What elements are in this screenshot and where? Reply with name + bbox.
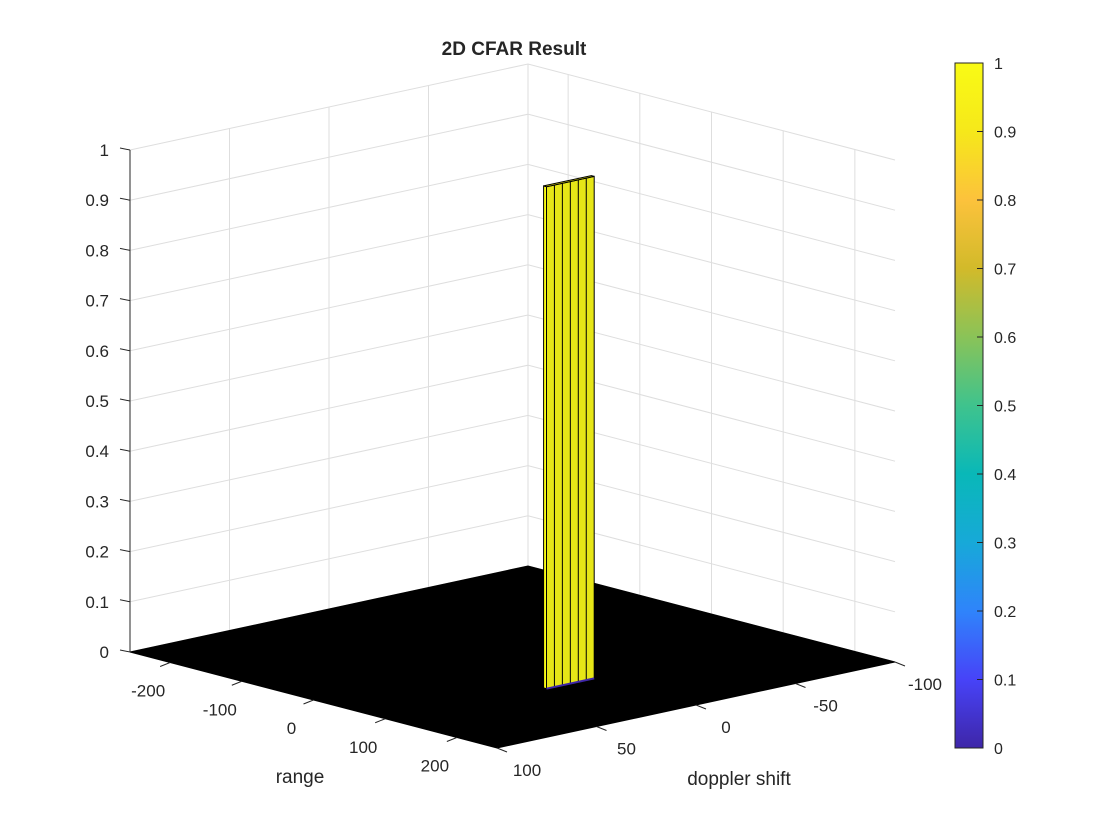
y-tick-label: -50	[813, 697, 838, 716]
floor-layer	[129, 565, 896, 749]
z-tick-mark	[119, 298, 131, 302]
y-tick-mark	[894, 661, 906, 667]
z-grid-line	[129, 63, 896, 161]
z-tick-label: 0.1	[85, 593, 109, 612]
x-tick-label: -100	[203, 700, 237, 719]
z-grid-line	[129, 264, 896, 362]
z-tick-mark	[119, 398, 131, 402]
z-tick-mark	[119, 247, 131, 251]
colorbar-tick-label: 0.9	[994, 125, 1016, 142]
detection-face	[543, 175, 595, 188]
surface-floor	[129, 565, 896, 749]
z-grid-line	[129, 414, 896, 512]
x-tick-label: -200	[131, 682, 165, 701]
colorbar-tick-label: 0.4	[994, 467, 1016, 484]
detection-base-edge	[546, 677, 595, 690]
y-axis-label: doppler shift	[687, 769, 791, 790]
x-axis-label: range	[276, 767, 325, 788]
y-tick-mark	[596, 726, 607, 731]
z-tick-mark	[119, 197, 131, 201]
y-tick-mark	[795, 683, 806, 688]
z-tick-label: 0.7	[85, 292, 109, 311]
colorbar-tick-label: 0.8	[994, 193, 1016, 210]
y-tick-label: 100	[513, 761, 541, 780]
detection-layer	[543, 175, 595, 690]
z-tick-label: 0.5	[85, 392, 109, 411]
colorbar-tick-label: 0	[994, 741, 1003, 758]
z-tick-mark	[119, 599, 131, 603]
z-tick-label: 0.4	[85, 442, 109, 461]
z-grid-line	[129, 364, 896, 462]
z-tick-label: 1	[100, 141, 109, 160]
z-tick-mark	[119, 549, 131, 553]
tick-labels: 0 0.1 0.2 0.3 0.4 0.5 0.6 0.7 0.8 0.9 1 -200 -100 0 10…	[85, 141, 942, 780]
colorbar-tick-label: 0.6	[994, 330, 1016, 347]
y-tick-label: -100	[908, 675, 942, 694]
axes-layer	[119, 147, 906, 753]
z-tick-label: 0.9	[85, 191, 109, 210]
colorbar-tick-label: 0.5	[994, 399, 1016, 416]
y-tick-mark	[695, 704, 707, 710]
z-grid-line	[129, 163, 896, 261]
z-tick-mark	[119, 649, 131, 653]
z-tick-mark	[119, 147, 131, 151]
x-tick-mark	[374, 718, 386, 724]
colorbar-tick-label: 0.7	[994, 262, 1016, 279]
z-grid-line	[129, 113, 896, 211]
z-tick-mark	[119, 348, 131, 352]
colorbar: 0 0.1 0.2 0.3 0.4 0.5 0.6 0.7 0.8 0.9 1	[954, 56, 1016, 758]
colorbar-tick-label: 1	[994, 56, 1003, 73]
colorbar-tick-label: 0.3	[994, 536, 1016, 553]
y-tick-label: 50	[617, 740, 636, 759]
x-tick-label: 100	[349, 738, 377, 757]
z-tick-label: 0	[100, 643, 109, 662]
z-tick-mark	[119, 448, 131, 452]
colorbar-tick-label: 0.2	[994, 604, 1016, 621]
chart-title: 2D CFAR Result	[442, 39, 587, 60]
x-tick-mark	[159, 662, 171, 667]
z-tick-label: 0.2	[85, 543, 109, 562]
z-grid-line	[129, 314, 896, 412]
x-tick-mark	[446, 737, 458, 742]
z-tick-label: 0.3	[85, 492, 109, 511]
x-tick-mark	[231, 680, 243, 686]
z-tick-label: 0.8	[85, 241, 109, 260]
z-tick-label: 0.6	[85, 342, 109, 361]
z-tick-mark	[119, 498, 131, 502]
x-tick-label: 200	[421, 757, 449, 776]
x-tick-label: 0	[287, 719, 296, 738]
y-tick-label: 0	[721, 718, 730, 737]
x-tick-mark	[303, 699, 314, 705]
z-grid-line	[129, 214, 896, 312]
colorbar-tick-label: 0.1	[994, 673, 1016, 690]
z-grid-line	[129, 465, 896, 563]
y-tick-mark	[496, 747, 508, 753]
